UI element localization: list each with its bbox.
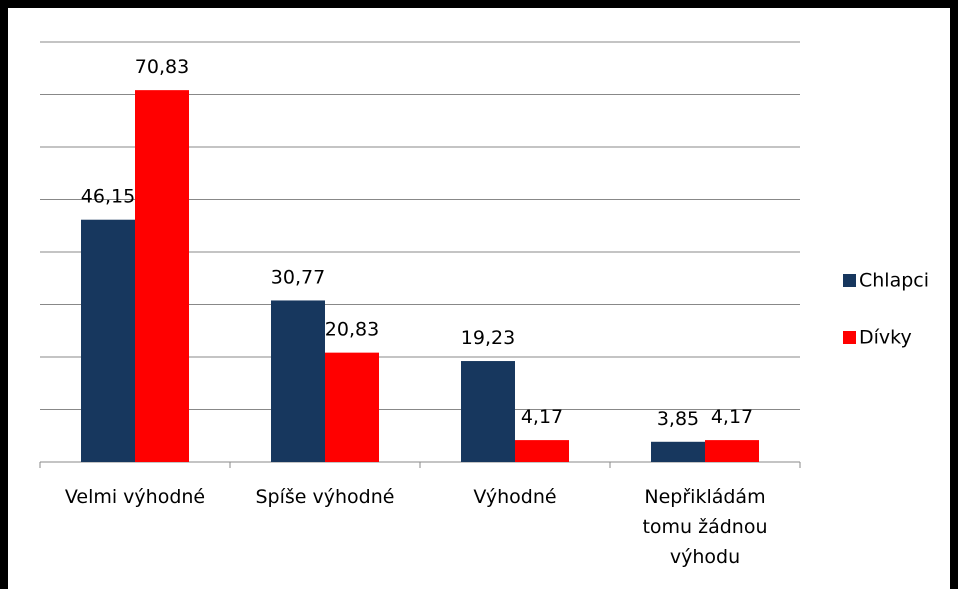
x-tick-label: Výhodné [473,486,557,508]
bar [461,361,515,462]
legend-label: Chlapci [859,270,929,292]
bar [705,440,759,462]
data-label: 4,17 [521,406,563,428]
bar [325,352,379,462]
x-tick-label: Spíše výhodné [255,486,395,508]
data-label: 4,17 [711,406,753,428]
bar [515,440,569,462]
x-tick-label: Velmi výhodné [64,486,206,508]
legend-swatch [843,331,856,344]
data-label: 46,15 [81,186,135,208]
data-label: 3,85 [657,408,699,430]
legend-swatch [843,274,856,287]
bar [135,90,189,462]
legend-label: Dívky [859,327,912,349]
data-label: 20,83 [325,319,379,341]
bar [81,219,135,462]
data-label: 70,83 [135,56,189,78]
bar [651,441,705,462]
data-label: 30,77 [271,266,325,288]
x-tick-label: Nepřikládám tomu žádnou výhodu [642,486,768,568]
data-label: 19,23 [461,327,515,349]
bar [271,300,325,462]
